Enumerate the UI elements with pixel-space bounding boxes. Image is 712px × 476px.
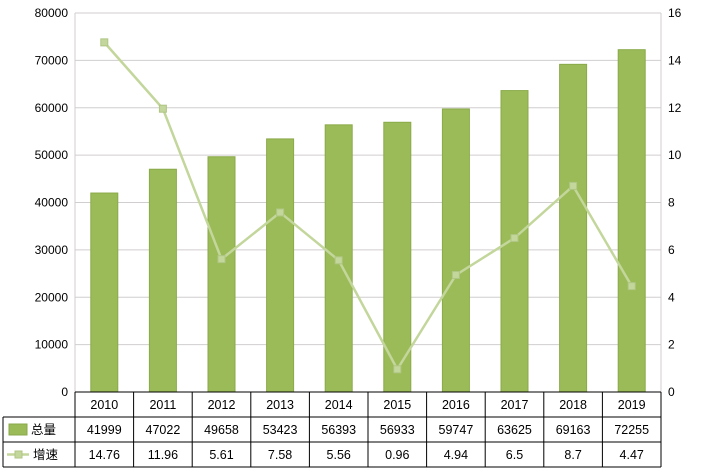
- bar-2016: [441, 108, 470, 393]
- x-axis-cell: 2010: [90, 398, 118, 412]
- trend-line: [103, 41, 633, 372]
- bar-2018: [559, 63, 588, 393]
- y-axis-label-right: 4: [668, 290, 675, 304]
- line-marker-2012: [217, 255, 226, 264]
- x-axis-cell: 2016: [442, 398, 470, 412]
- table-cell-growth: 11.96: [148, 448, 178, 462]
- y-axis-label-right: 16: [668, 6, 682, 20]
- legend-swatch-line-marker: [14, 450, 23, 459]
- x-axis-cell: 2014: [325, 398, 353, 412]
- table-cell-growth: 8.7: [564, 448, 581, 462]
- y-axis-label-right: 2: [668, 338, 675, 352]
- x-axis-cell: 2011: [149, 398, 176, 412]
- line-marker-2018: [569, 181, 578, 190]
- x-axis-cell: 2015: [383, 398, 411, 412]
- y-axis-label-left: 0: [61, 385, 68, 399]
- line-marker-2016: [451, 270, 460, 279]
- bar-2013: [266, 138, 295, 393]
- y-axis-label-right: 0: [668, 385, 675, 399]
- table-cell-total: 59747: [439, 423, 474, 437]
- table-cell-growth: 4.47: [620, 448, 644, 462]
- line-marker-2015: [393, 365, 402, 374]
- y-axis-label-left: 70000: [35, 53, 69, 67]
- table-cell-total: 56393: [321, 423, 356, 437]
- x-axis-cell: 2013: [266, 398, 294, 412]
- table-cell-growth: 0.96: [385, 448, 409, 462]
- y-axis-label-right: 6: [668, 243, 675, 257]
- line-marker-2019: [627, 282, 636, 291]
- line-marker-2017: [510, 234, 519, 243]
- y-axis-label-left: 10000: [35, 338, 69, 352]
- bar-2010: [90, 192, 119, 393]
- line-marker-2013: [276, 208, 285, 217]
- y-axis-label-right: 14: [668, 53, 682, 67]
- table-cell-total: 41999: [87, 423, 122, 437]
- y-axis-label-right: 8: [668, 196, 675, 210]
- table-cell-total: 47022: [146, 423, 181, 437]
- y-axis-label-left: 40000: [35, 196, 69, 210]
- table-cell-growth: 4.94: [444, 448, 468, 462]
- x-axis-cell: 2018: [559, 398, 587, 412]
- y-axis-label-left: 20000: [35, 290, 69, 304]
- table-cell-growth: 14.76: [89, 448, 120, 462]
- legend-swatch-bar: [8, 423, 28, 436]
- line-marker-2010: [100, 38, 109, 47]
- table-cell-growth: 5.56: [327, 448, 351, 462]
- y-axis-label-left: 60000: [35, 101, 69, 115]
- x-axis-cell: 2019: [618, 398, 646, 412]
- table-cell-growth: 5.61: [209, 448, 233, 462]
- bar-2011: [148, 168, 177, 393]
- table-cell-total: 49658: [204, 423, 239, 437]
- table-cell-total: 56933: [380, 423, 415, 437]
- table-cell-growth: 7.58: [268, 448, 292, 462]
- legend-label-line: 增速: [33, 447, 59, 462]
- x-axis-cell: 2017: [501, 398, 529, 412]
- table-cell-total: 69163: [556, 423, 591, 437]
- line-marker-2014: [334, 256, 343, 265]
- line-marker-2011: [158, 104, 167, 113]
- bar-2019: [617, 49, 646, 393]
- table-cell-growth: 6.5: [506, 448, 523, 462]
- y-axis-label-right: 10: [668, 148, 682, 162]
- y-axis-label-right: 12: [668, 101, 682, 115]
- y-axis-label-left: 30000: [35, 243, 69, 257]
- y-axis-label-left: 80000: [35, 6, 69, 20]
- x-axis-cell: 2012: [208, 398, 236, 412]
- table-cell-total: 53423: [263, 423, 298, 437]
- bar-2012: [207, 156, 236, 393]
- table-cell-total: 63625: [497, 423, 532, 437]
- legend-label-bar: 总量: [31, 423, 56, 437]
- table-cell-total: 72255: [614, 423, 649, 437]
- y-axis-label-left: 50000: [35, 148, 69, 162]
